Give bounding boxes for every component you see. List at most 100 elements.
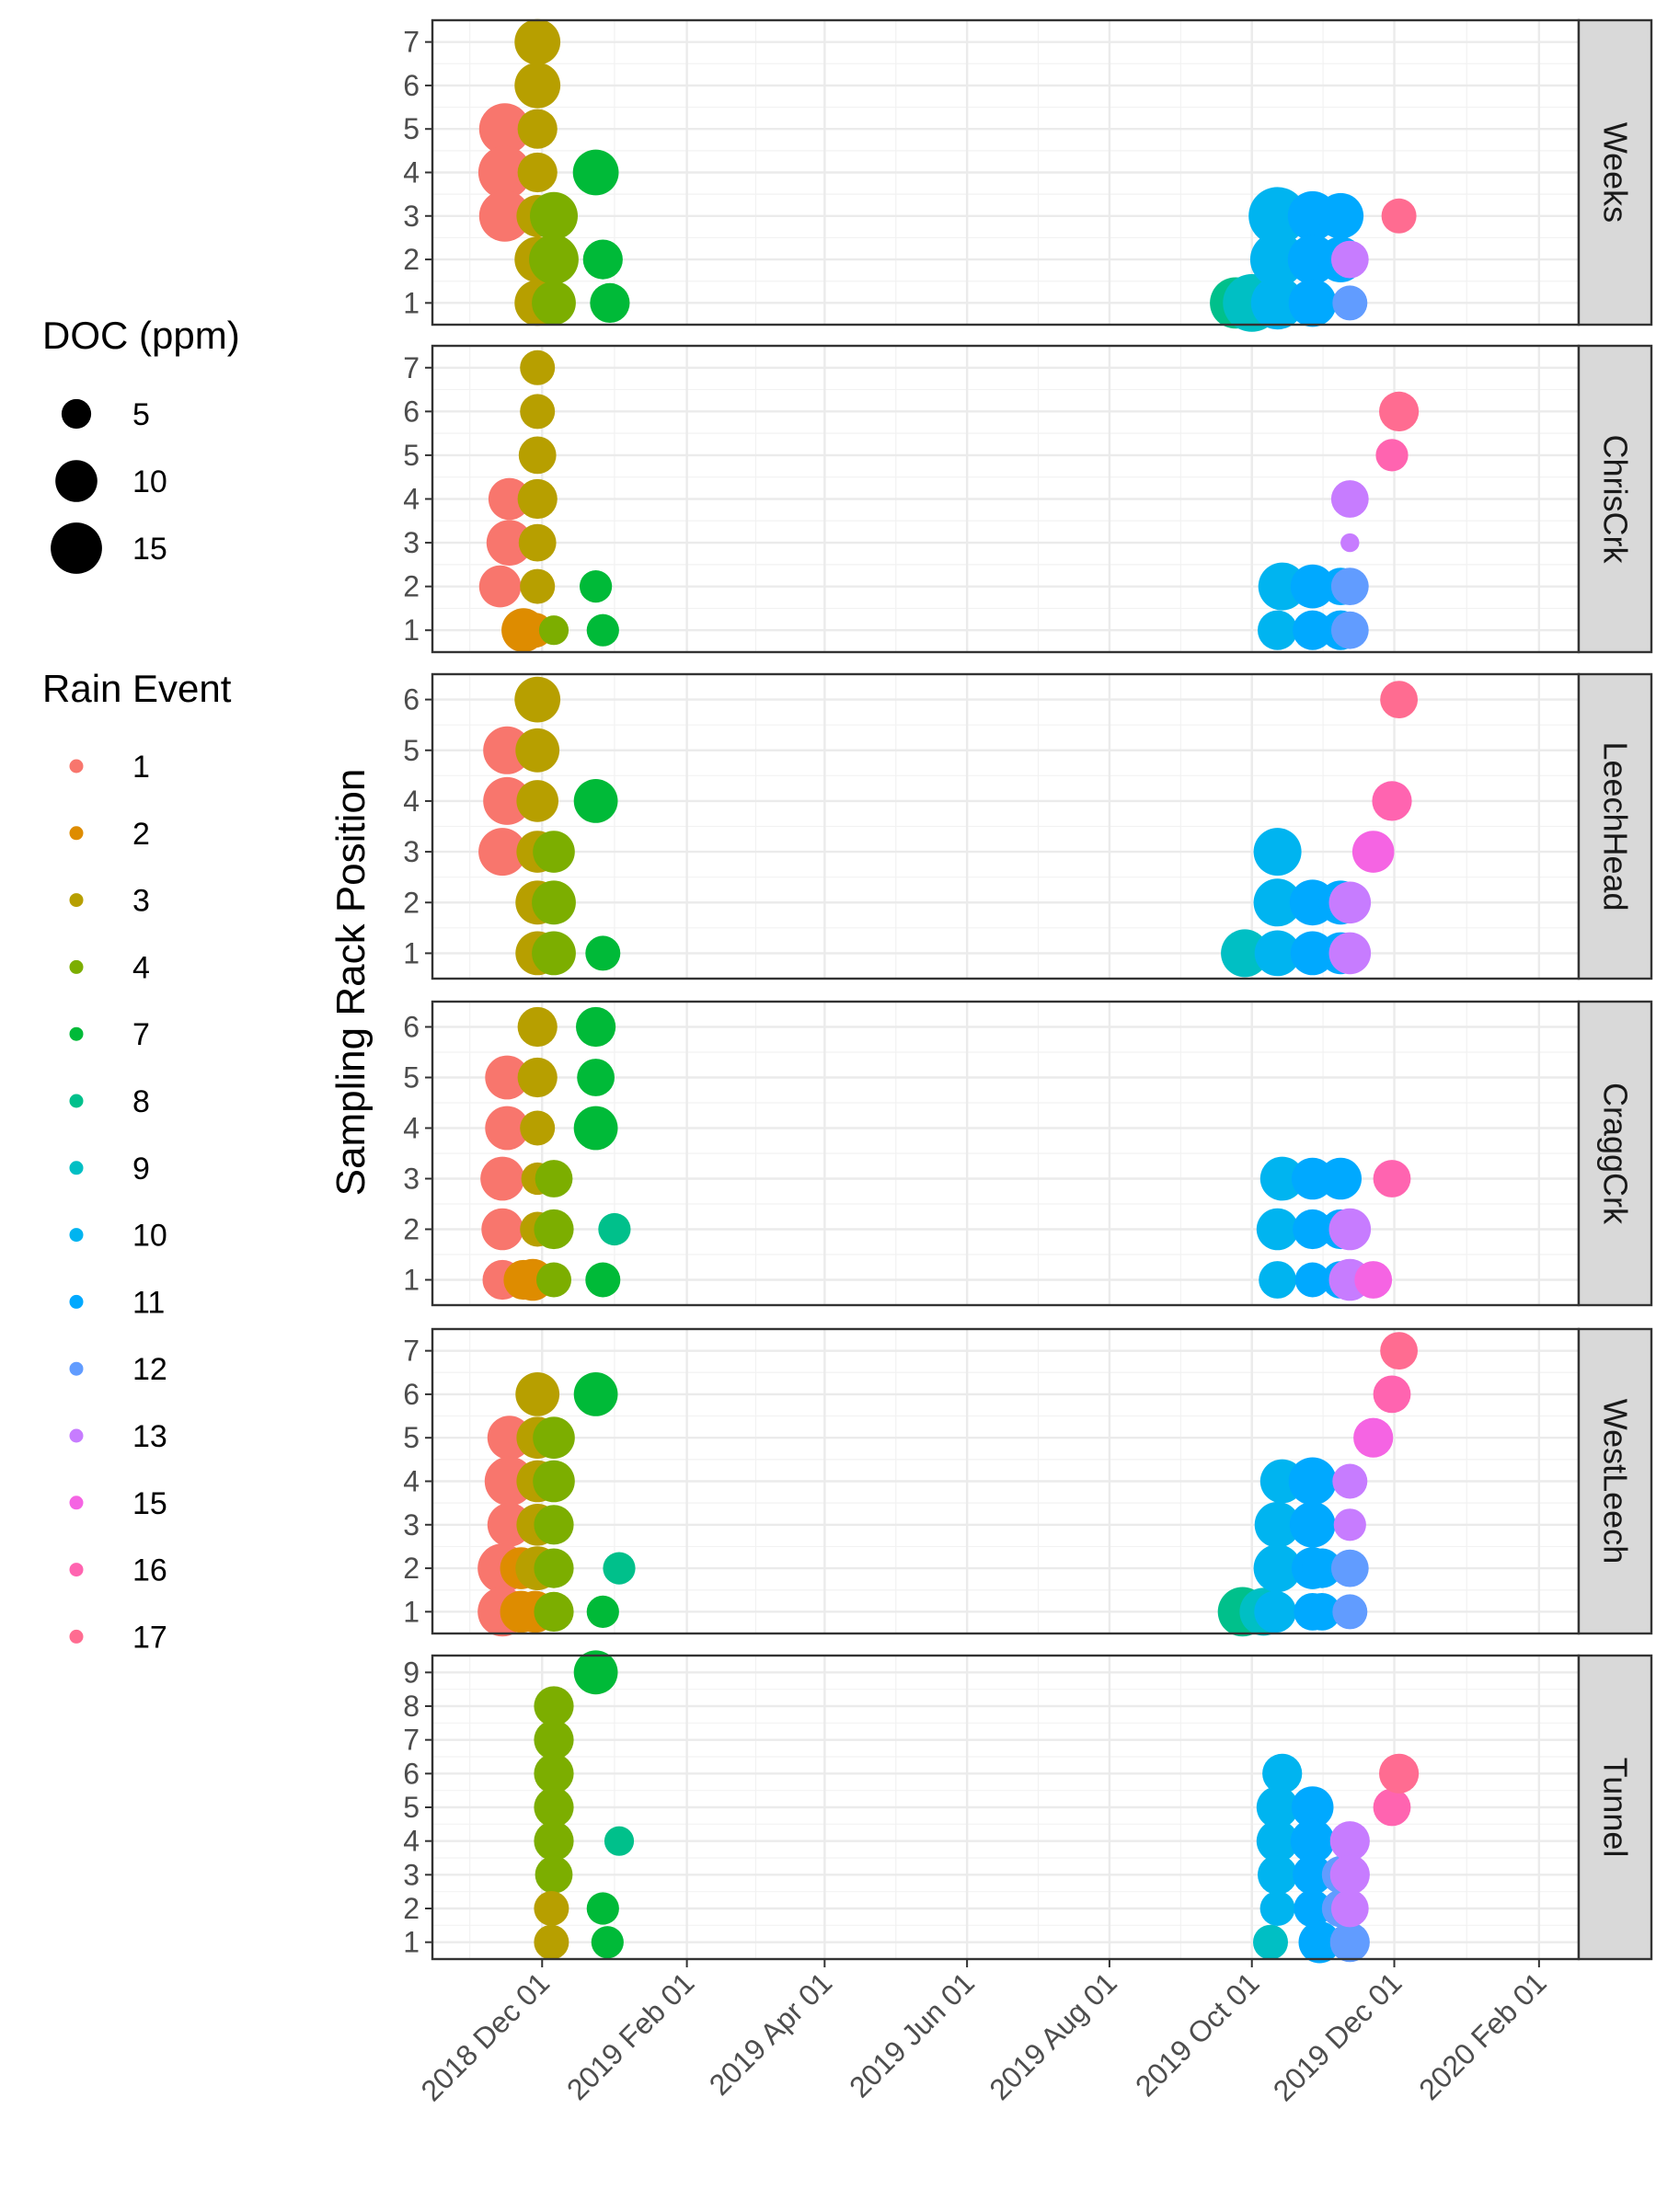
- facet-panels: 1234567Weeks1234567ChrisCrk123456LeechHe…: [403, 18, 1653, 1964]
- color-legend-label: 3: [132, 884, 150, 919]
- data-point: [1288, 279, 1337, 327]
- data-point: [1256, 1208, 1299, 1251]
- data-point: [517, 109, 558, 149]
- data-point: [529, 235, 579, 284]
- y-tick-label: 5: [403, 439, 420, 472]
- data-point: [603, 1552, 636, 1585]
- y-tick-label: 6: [403, 1757, 420, 1790]
- data-point: [1291, 1786, 1334, 1828]
- color-legend-label: 16: [132, 1553, 167, 1588]
- y-tick-label: 6: [403, 683, 420, 716]
- data-point: [1375, 439, 1409, 472]
- color-legend-label: 9: [132, 1152, 150, 1186]
- data-point: [604, 1826, 635, 1856]
- data-point: [1253, 1544, 1302, 1593]
- facet-panel-craggcrk: 1 2 3 4 5 6 CraggCrk: [403, 1000, 1653, 1307]
- facet-points: [480, 1006, 1411, 1301]
- data-point: [478, 828, 527, 877]
- data-point: [534, 1753, 574, 1794]
- facet-strip-label: ChrisCrk: [1597, 435, 1635, 565]
- data-point: [534, 1591, 574, 1632]
- data-point: [586, 613, 619, 647]
- y-tick-label: 8: [403, 1690, 420, 1723]
- y-tick-label: 1: [403, 286, 420, 319]
- data-point: [478, 189, 531, 242]
- data-point: [516, 780, 558, 822]
- data-point: [1293, 1209, 1333, 1250]
- size-legend-key: [55, 460, 98, 502]
- data-point: [1254, 1590, 1296, 1633]
- data-point: [1373, 1788, 1411, 1827]
- data-point: [1379, 391, 1420, 431]
- facet-panel-leechhead: 1 2 3 4 5 6 LeechHead: [403, 672, 1653, 980]
- data-point: [535, 1855, 573, 1894]
- data-point: [480, 1156, 524, 1201]
- data-point: [532, 281, 576, 326]
- data-point: [534, 1787, 574, 1828]
- data-point: [1373, 1160, 1411, 1198]
- data-point: [1373, 1375, 1411, 1414]
- data-point: [530, 191, 578, 240]
- data-point: [598, 1212, 631, 1246]
- data-point: [520, 350, 556, 385]
- size-legend-items: 5 10 15: [51, 397, 167, 574]
- facet-strip: [1577, 344, 1653, 654]
- data-point: [514, 676, 561, 723]
- facet-strip: [1577, 1000, 1653, 1307]
- y-tick-label: 3: [403, 1163, 420, 1196]
- y-tick-label: 1: [403, 613, 420, 647]
- y-tick-label: 7: [403, 1335, 420, 1368]
- color-legend-label: 11: [132, 1285, 165, 1320]
- data-point: [1254, 1501, 1301, 1548]
- data-point: [534, 1821, 574, 1862]
- data-point: [1221, 929, 1270, 978]
- data-point: [534, 1209, 574, 1250]
- data-point: [534, 1686, 574, 1726]
- facet-strip-label: CraggCrk: [1597, 1083, 1635, 1225]
- data-point: [591, 1926, 624, 1959]
- facet-points: [477, 1332, 1418, 1637]
- color-legend-title: Rain Event: [42, 667, 232, 710]
- data-point: [1333, 1508, 1366, 1542]
- y-tick-label: 1: [403, 1595, 420, 1628]
- color-legend-key: [69, 759, 84, 774]
- facet-panel-chriscrk: 1 2 3 4 5 6 7 ChrisCrk: [403, 344, 1653, 654]
- data-point: [1351, 831, 1395, 873]
- color-legend-key: [69, 1496, 84, 1510]
- y-tick-label: 2: [403, 1892, 420, 1925]
- color-legend-label: 4: [132, 950, 150, 985]
- data-point: [1328, 1208, 1372, 1251]
- facet-strip: [1577, 672, 1653, 980]
- y-tick-label: 7: [403, 351, 420, 384]
- data-point: [478, 103, 531, 155]
- color-legend-key: [69, 893, 84, 908]
- data-point: [483, 776, 532, 825]
- color-legend-label: 13: [132, 1419, 167, 1454]
- data-point: [1290, 1818, 1335, 1863]
- data-point: [1302, 1548, 1342, 1588]
- data-point: [1259, 1891, 1295, 1926]
- data-point: [1294, 1889, 1332, 1928]
- data-point: [1353, 1417, 1394, 1458]
- data-point: [517, 1006, 558, 1048]
- y-tick-label: 4: [403, 156, 420, 189]
- data-point: [534, 1891, 569, 1926]
- data-point: [485, 1106, 530, 1151]
- y-tick-label: 4: [403, 785, 420, 818]
- y-tick-label: 4: [403, 483, 420, 516]
- facet-strip-label: WestLeech: [1597, 1399, 1635, 1564]
- y-tick-label: 4: [403, 1465, 420, 1498]
- data-point: [517, 152, 558, 193]
- color-legend-key: [69, 1094, 84, 1108]
- data-point: [572, 149, 619, 196]
- data-point: [1249, 232, 1305, 287]
- color-legend-label: 15: [132, 1486, 167, 1521]
- data-point: [534, 1720, 574, 1760]
- color-legend-key: [69, 1563, 84, 1577]
- facet-strip: [1577, 1327, 1653, 1635]
- data-point: [538, 615, 569, 646]
- data-point: [1262, 1753, 1303, 1794]
- y-tick-label: 1: [403, 1926, 420, 1959]
- data-point: [1330, 480, 1369, 518]
